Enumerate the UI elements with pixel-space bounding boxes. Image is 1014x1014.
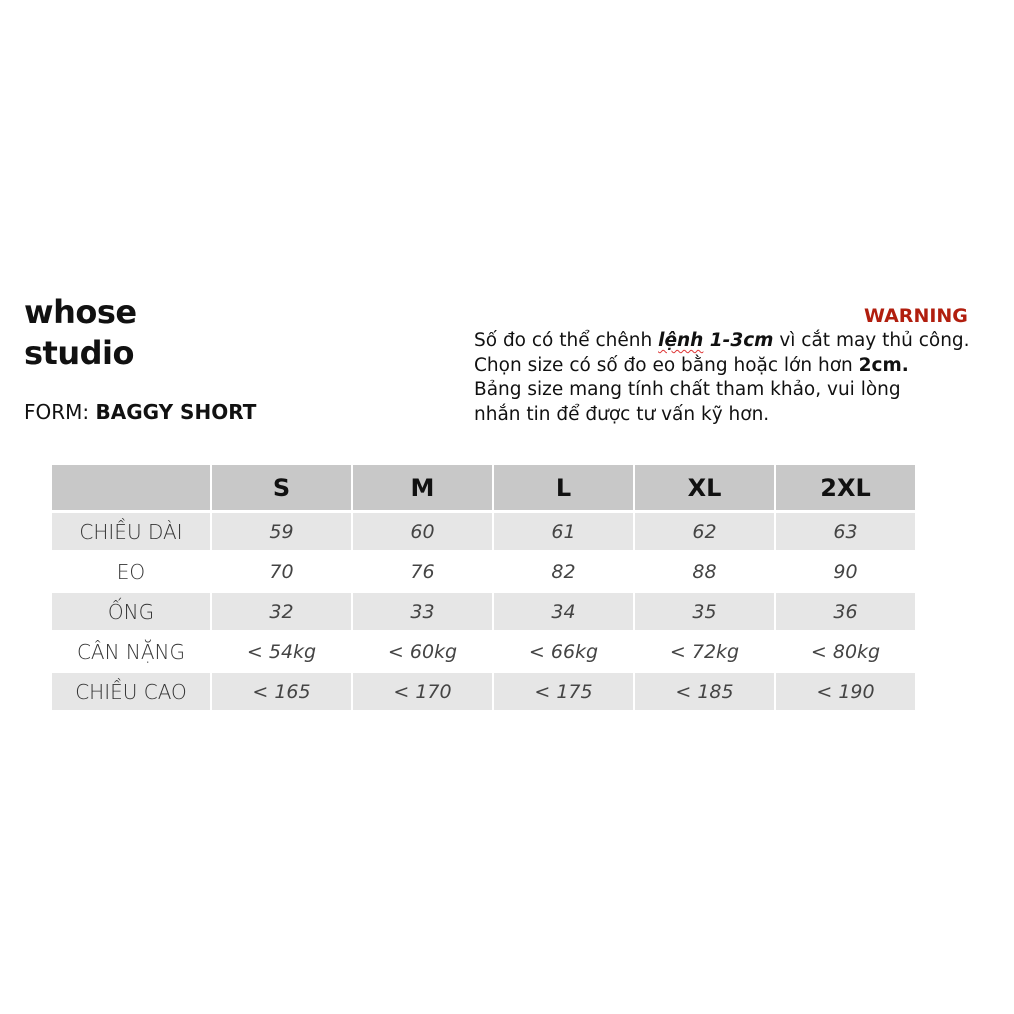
- table-cell: 36: [776, 593, 915, 630]
- table-cell: < 175: [494, 673, 633, 710]
- size-table: S M L XL 2XL CHIỀU DÀI 59 60 61 62 63 EO 70 76 82…: [50, 462, 917, 713]
- table-row: EO 70 76 82 88 90: [52, 553, 915, 590]
- table-cell: < 80kg: [810, 640, 881, 663]
- table-cell: 62: [635, 513, 774, 550]
- table-cell: 33: [353, 593, 492, 630]
- form-label: FORM:: [24, 400, 90, 424]
- brand-line-1: whose: [24, 293, 137, 331]
- row-label: CÂN NẶNG: [76, 639, 186, 664]
- table-cell: 60: [353, 513, 492, 550]
- size-header: XL: [635, 465, 774, 510]
- table-cell: 35: [635, 593, 774, 630]
- table-row: ỐNG 32 33 34 35 36: [52, 593, 915, 630]
- table-cell: 61: [494, 513, 633, 550]
- table-cell: 70: [269, 560, 294, 583]
- table-row: CÂN NẶNG < 54kg < 60kg < 66kg < 72kg < 80kg: [52, 633, 915, 670]
- brand-logo: whose studio: [24, 292, 137, 374]
- row-label: EO: [116, 559, 146, 584]
- warning-text-part: Số đo có thể chênh: [474, 330, 659, 351]
- row-label: ỐNG: [52, 593, 210, 630]
- form-type: FORM: BAGGY SHORT: [24, 400, 256, 424]
- size-header: 2XL: [776, 465, 915, 510]
- table-cell: < 190: [776, 673, 915, 710]
- size-header: L: [494, 465, 633, 510]
- table-cell: < 72kg: [669, 640, 740, 663]
- form-value: BAGGY SHORT: [95, 400, 257, 424]
- warning-emphasis: 1-3cm: [703, 330, 774, 351]
- warning-line: nhắn tin để được tư vấn kỹ hơn.: [474, 403, 770, 425]
- table-cell: < 60kg: [387, 640, 458, 663]
- table-cell: 34: [494, 593, 633, 630]
- table-cell: < 165: [212, 673, 351, 710]
- table-cell: 32: [212, 593, 351, 630]
- table-cell: < 54kg: [246, 640, 317, 663]
- table-row: CHIỀU DÀI 59 60 61 62 63: [52, 513, 915, 550]
- warning-text: Số đo có thể chênh lệnh 1-3cm vì cắt may…: [474, 329, 970, 427]
- warning-emphasis: 2cm.: [858, 354, 909, 376]
- size-header-row: S M L XL 2XL: [52, 465, 915, 510]
- warning-line: Bảng size mang tính chất tham khảo, vui …: [474, 379, 901, 400]
- warning-emphasis: lệnh: [658, 330, 704, 351]
- row-label: CHIỀU DÀI: [52, 513, 210, 550]
- table-cell: 82: [551, 560, 576, 583]
- size-header: M: [353, 465, 492, 510]
- size-header: S: [212, 465, 351, 510]
- warning-text-part: Chọn size có số đo eo bằng hoặc lớn hơn: [474, 354, 859, 376]
- table-cell: 76: [410, 560, 435, 583]
- brand-line-2: studio: [24, 334, 134, 372]
- table-cell: 63: [776, 513, 915, 550]
- warning-text-part: vì cắt may thủ công.: [773, 330, 970, 351]
- table-cell: < 66kg: [528, 640, 599, 663]
- table-cell: < 185: [635, 673, 774, 710]
- row-label: CHIỀU CAO: [52, 673, 210, 710]
- table-cell: 59: [212, 513, 351, 550]
- header-blank: [52, 465, 210, 510]
- table-cell: 90: [833, 560, 858, 583]
- table-row: CHIỀU CAO < 165 < 170 < 175 < 185 < 190: [52, 673, 915, 710]
- table-cell: 88: [692, 560, 717, 583]
- table-cell: < 170: [353, 673, 492, 710]
- warning-title: WARNING: [864, 305, 968, 327]
